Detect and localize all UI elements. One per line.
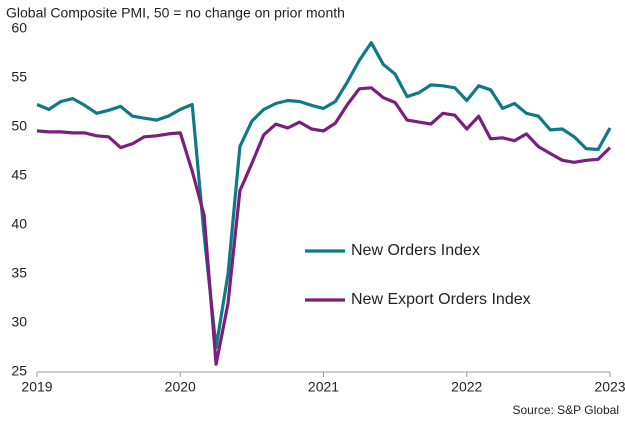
x-tick-label: 2021 [308,379,339,395]
x-tick-label: 2022 [451,379,482,395]
source: Source: S&P Global [512,403,619,417]
x-tick-label: 2019 [21,379,52,395]
legend-label: New Export Orders Index [351,291,531,308]
y-tick-label: 45 [11,167,27,183]
y-tick-label: 30 [11,314,27,330]
y-tick-label: 40 [11,216,27,232]
chart-title: Global Composite PMI, 50 = no change on … [6,5,345,21]
y-tick-label: 35 [11,265,27,281]
legend-label: New Orders Index [351,242,480,259]
y-tick-label: 50 [11,118,27,134]
x-tick-label: 2023 [594,379,625,395]
series-line [36,86,612,366]
x-tick-label: 2020 [165,379,196,395]
y-tick-label: 25 [11,363,27,379]
y-tick-label: 60 [11,20,27,36]
y-tick-label: 55 [11,69,27,85]
series-line [36,41,612,350]
